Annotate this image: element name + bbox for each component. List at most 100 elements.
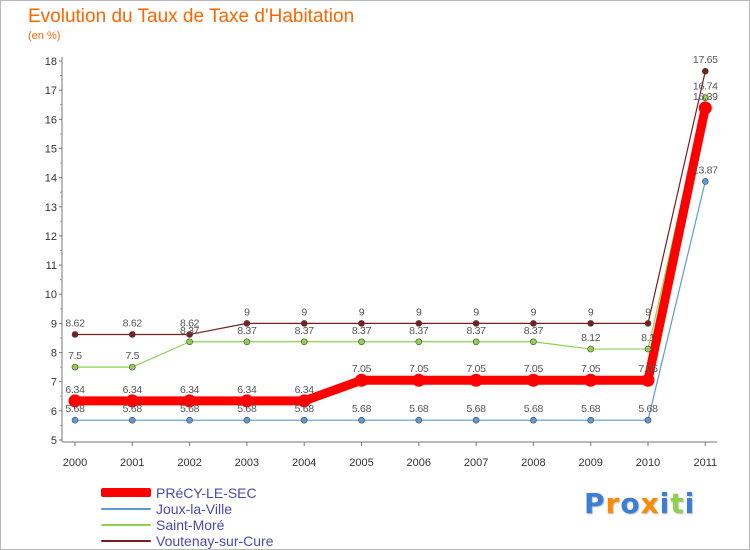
data-label-voutenay-sur-cure: 9: [531, 306, 537, 318]
data-label-saint-mor-: 8.37: [524, 325, 544, 337]
legend-swatch: [101, 488, 151, 497]
data-point-saint-mor-: [472, 338, 480, 346]
data-point-voutenay-sur-cure: [129, 331, 136, 338]
legend-label: Voutenay-sur-Cure: [156, 533, 274, 549]
data-label-saint-mor-: 8.1: [641, 332, 655, 344]
logo-letter: r: [605, 487, 621, 520]
data-label-saint-mor-: 8.37: [180, 325, 200, 337]
data-point-saint-mor-: [701, 94, 709, 102]
data-label-voutenay-sur-cure: 8.62: [65, 317, 85, 329]
data-point-pr-cy-le-sec: [183, 394, 197, 408]
proxiti-logo: Proxiti: [584, 487, 695, 520]
data-label-pr-cy-le-sec: 6.34: [237, 384, 257, 396]
x-tick-label: 2010: [636, 457, 660, 469]
y-tick-label: 16: [45, 114, 57, 126]
x-tick-label: 2011: [693, 457, 717, 469]
data-label-voutenay-sur-cure: 8.62: [180, 317, 200, 329]
data-point-joux-la-ville: [358, 416, 365, 424]
chart-subtitle: (en %): [28, 30, 61, 42]
data-label-saint-mor-: 7.5: [68, 350, 82, 362]
data-point-pr-cy-le-sec: [355, 373, 368, 387]
series-line-joux-la-ville: [74, 180, 706, 421]
data-point-voutenay-sur-cure: [243, 320, 251, 327]
x-tick-label: 2001: [120, 457, 144, 469]
data-label-joux-la-ville: 5.68: [352, 403, 372, 415]
data-label-voutenay-sur-cure: 9: [416, 306, 422, 318]
data-point-voutenay-sur-cure: [186, 331, 193, 338]
data-point-pr-cy-le-sec: [698, 101, 712, 115]
data-label-joux-la-ville: 5.68: [524, 403, 544, 415]
data-label-pr-cy-le-sec: 7.05: [524, 363, 544, 375]
y-tick-label: 11: [46, 260, 57, 272]
logo-letter: t: [670, 487, 685, 520]
data-label-saint-mor-: 8.37: [352, 325, 372, 337]
data-label-joux-la-ville: 5.68: [409, 403, 429, 415]
data-label-pr-cy-le-sec: 7.05: [581, 363, 601, 375]
data-point-joux-la-ville: [71, 416, 79, 424]
x-tick-label: 2005: [349, 457, 373, 469]
legend-swatch: [101, 508, 151, 510]
data-point-saint-mor-: [358, 338, 365, 346]
data-label-voutenay-sur-cure: 9: [244, 306, 250, 318]
data-label-joux-la-ville: 5.68: [180, 403, 200, 415]
y-tick-label: 15: [45, 143, 57, 155]
data-point-voutenay-sur-cure: [587, 320, 595, 327]
series-line-saint-mor-: [74, 97, 706, 368]
data-point-joux-la-ville: [129, 416, 136, 424]
data-label-voutenay-sur-cure: 17.65: [693, 54, 718, 66]
y-tick-label: 7: [51, 377, 57, 389]
legend-label: Saint-Moré: [156, 517, 225, 533]
data-point-saint-mor-: [300, 338, 308, 346]
data-label-saint-mor-: 8.37: [237, 325, 257, 337]
data-point-pr-cy-le-sec: [526, 373, 540, 387]
x-tick-label: 2000: [63, 457, 87, 469]
logo-letter: i: [659, 487, 671, 520]
data-point-pr-cy-le-sec: [240, 394, 254, 408]
data-point-voutenay-sur-cure: [644, 320, 652, 327]
legend-swatch: [101, 524, 151, 526]
y-tick-label: 8: [51, 348, 57, 360]
data-point-voutenay-sur-cure: [358, 320, 365, 327]
y-tick-label: 5: [51, 435, 57, 447]
data-point-joux-la-ville: [701, 178, 709, 185]
data-point-saint-mor-: [71, 363, 79, 371]
data-label-joux-la-ville: 13.87: [693, 164, 718, 176]
x-tick-label: 2004: [292, 457, 316, 469]
data-point-joux-la-ville: [472, 416, 480, 424]
data-point-pr-cy-le-sec: [584, 373, 598, 387]
logo-letter: P: [584, 487, 606, 520]
data-point-joux-la-ville: [300, 416, 308, 424]
data-point-pr-cy-le-sec: [469, 373, 483, 387]
data-point-pr-cy-le-sec: [297, 394, 311, 408]
chart-title: Evolution du Taux de Taxe d'Habitation: [28, 6, 355, 27]
data-point-saint-mor-: [530, 338, 537, 346]
data-label-joux-la-ville: 5.68: [237, 403, 257, 415]
data-label-saint-mor-: 7.5: [125, 350, 139, 362]
data-label-saint-mor-: 8.37: [466, 325, 486, 337]
data-label-joux-la-ville: 5.68: [581, 403, 601, 415]
data-label-pr-cy-le-sec: 7.05: [466, 363, 486, 375]
data-point-saint-mor-: [644, 345, 652, 353]
legend-label: PRéCY-LE-SEC: [156, 485, 257, 501]
data-label-pr-cy-le-sec: 7.05: [352, 363, 372, 375]
data-point-joux-la-ville: [587, 416, 595, 424]
data-point-voutenay-sur-cure: [300, 320, 308, 327]
x-tick-label: 2003: [235, 457, 259, 469]
legend-swatch: [101, 540, 151, 542]
data-point-voutenay-sur-cure: [71, 331, 79, 338]
data-point-voutenay-sur-cure: [701, 67, 709, 75]
data-point-pr-cy-le-sec: [641, 373, 655, 387]
data-label-pr-cy-le-sec: 7.05: [638, 363, 658, 375]
data-label-voutenay-sur-cure: 9: [645, 306, 651, 318]
legend-label: Joux-la-Ville: [156, 501, 232, 517]
data-point-pr-cy-le-sec: [412, 373, 426, 387]
data-point-joux-la-ville: [415, 416, 423, 424]
data-label-voutenay-sur-cure: 9: [473, 306, 479, 318]
data-label-joux-la-ville: 5.68: [638, 403, 658, 415]
data-point-saint-mor-: [129, 363, 136, 371]
data-point-voutenay-sur-cure: [415, 320, 423, 327]
x-tick-label: 2009: [578, 457, 602, 469]
data-point-joux-la-ville: [530, 416, 537, 424]
data-label-joux-la-ville: 5.68: [123, 403, 143, 415]
